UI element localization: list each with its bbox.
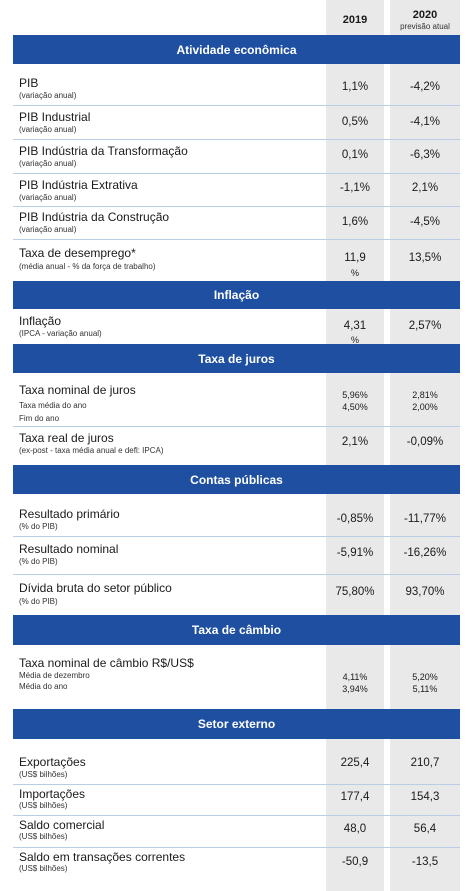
value-pib-industrial-2019: 0,5% [341,116,369,128]
row-sublabel-primario: (% do PIB) [19,522,58,531]
value-desemprego-2019: 11,9 [344,252,366,264]
value-juros-media-2019: 5,96% [342,390,368,400]
row-divider [13,574,460,575]
value-nominal-2019: -5,91% [336,547,374,559]
value-pib-transformacao-2020: -6,3% [409,149,441,161]
row-divider [13,206,460,207]
row-sublabel-desemprego: (média anual - % da força de trabalho) [19,262,156,271]
row-label-divida: Dívida bruta do setor público [19,581,172,595]
value-pib-construcao-2019: 1,6% [341,216,369,228]
row-sublabel-divida: (% do PIB) [19,597,58,606]
row-divider [13,426,460,427]
value-exportacoes-2020: 210,7 [410,757,440,769]
row-sublabel-saldo-comercial: (US$ bilhões) [19,832,68,841]
value-transacoes-correntes-2020: -13,5 [411,856,439,868]
section-header-juros: Taxa de juros [13,344,460,373]
row-sublabel-juros-real: (ex-post - taxa média anual e defl: IPCA… [19,446,164,455]
value-primario-2020: -11,77% [404,513,446,525]
row-sublabel-transacoes-correntes: (US$ bilhões) [19,864,68,873]
value-pib-2019: 1,1% [341,81,369,93]
value-cambio-ano-2019: 3,94% [342,684,368,694]
value-juros-fim-2020: 2,00% [412,402,438,412]
value-juros-fim-2019: 4,50% [342,402,368,412]
value-transacoes-correntes-2019: -50,9 [341,856,369,868]
row-sublabel-inflacao: (IPCA - variação anual) [19,329,102,338]
row-label-pib-transformacao: PIB Indústria da Transformação [19,144,188,158]
section-header-contas: Contas públicas [13,465,460,494]
row-divider [13,105,460,106]
value-juros-media-2020: 2,81% [412,390,438,400]
row-sublabel-juros-fim: Fim do ano [19,414,60,423]
row-sublabel-pib-transformacao: (variação anual) [19,159,77,168]
row-sublabel-cambio-ano: Média do ano [19,682,68,691]
row-sublabel-pib: (variação anual) [19,91,77,100]
value-pib-extrativa-2019: -1,1% [339,182,371,194]
row-divider [13,815,460,816]
row-label-importacoes: Importações [19,787,86,801]
value-cambio-dezembro-2019: 4,11% [342,672,368,682]
row-divider [13,536,460,537]
row-label-inflacao: Inflação [19,314,62,328]
value-nominal-2020: -16,26% [403,547,447,559]
row-sublabel-cambio-dezembro: Média de dezembro [19,671,90,680]
row-label-pib-industrial: PIB Industrial [19,110,91,124]
column-header-2020-subtitle: previsão atual [400,22,450,31]
row-sublabel-juros-media: Taxa média do ano [19,401,87,410]
row-label-juros-nominal: Taxa nominal de juros [19,383,136,397]
row-divider [13,173,460,174]
row-sublabel-pib-construcao: (variação anual) [19,225,77,234]
row-sublabel-importacoes: (US$ bilhões) [19,801,68,810]
value-cambio-dezembro-2020: 5,20% [412,672,438,682]
value-inflacao-2019: 4,31 [343,320,367,332]
section-header-externo: Setor externo [13,709,460,739]
row-label-saldo-comercial: Saldo comercial [19,818,105,832]
value-desemprego-2019-unit: % [351,268,360,278]
value-pib-transformacao-2019: 0,1% [341,149,369,161]
value-desemprego-2020: 13,5% [408,252,442,264]
value-saldo-comercial-2019: 48,0 [343,823,367,835]
value-pib-industrial-2020: -4,1% [409,116,441,128]
row-label-pib-extrativa: PIB Indústria Extrativa [19,178,138,192]
value-divida-2020: 93,70% [405,586,445,598]
value-divida-2019: 75,80% [335,586,375,598]
row-sublabel-pib-industrial: (variação anual) [19,125,77,134]
row-sublabel-pib-extrativa: (variação anual) [19,193,77,202]
value-pib-extrativa-2020: 2,1% [411,182,439,194]
row-divider [13,239,460,240]
section-header-inflacao: Inflação [13,281,460,309]
value-pib-2020: -4,2% [409,81,441,93]
column-2020-background [390,0,460,891]
value-saldo-comercial-2020: 56,4 [413,823,437,835]
row-divider [13,847,460,848]
value-importacoes-2019: 177,4 [340,791,370,803]
row-sublabel-nominal: (% do PIB) [19,557,58,566]
row-label-pib: PIB [19,76,39,90]
row-sublabel-exportacoes: (US$ bilhões) [19,770,68,779]
value-pib-construcao-2020: -4,5% [409,216,441,228]
section-header-cambio: Taxa de câmbio [13,615,460,645]
column-header-2020: 2020 [412,9,438,21]
row-label-pib-construcao: PIB Indústria da Construção [19,210,170,224]
value-juros-real-2020: -0,09% [406,436,444,448]
row-label-exportacoes: Exportações [19,755,86,769]
value-primario-2019: -0,85% [336,513,374,525]
section-header-atividade: Atividade econômica [13,35,460,64]
value-juros-real-2019: 2,1% [341,436,369,448]
value-importacoes-2020: 154,3 [410,791,440,803]
row-label-juros-real: Taxa real de juros [19,431,114,445]
value-exportacoes-2019: 225,4 [340,757,370,769]
column-header-2019: 2019 [342,14,368,26]
value-inflacao-2020: 2,57% [408,320,442,332]
row-label-cambio: Taxa nominal de câmbio R$/US$ [19,656,194,670]
value-inflacao-2019-unit: % [351,335,360,345]
column-2019-background [326,0,384,891]
row-label-desemprego: Taxa de desemprego* [19,246,136,260]
row-divider [13,139,460,140]
value-cambio-ano-2020: 5,11% [412,684,438,694]
row-label-nominal: Resultado nominal [19,542,119,556]
row-label-transacoes-correntes: Saldo em transações correntes [19,850,186,864]
row-label-primario: Resultado primário [19,507,120,521]
row-divider [13,784,460,785]
